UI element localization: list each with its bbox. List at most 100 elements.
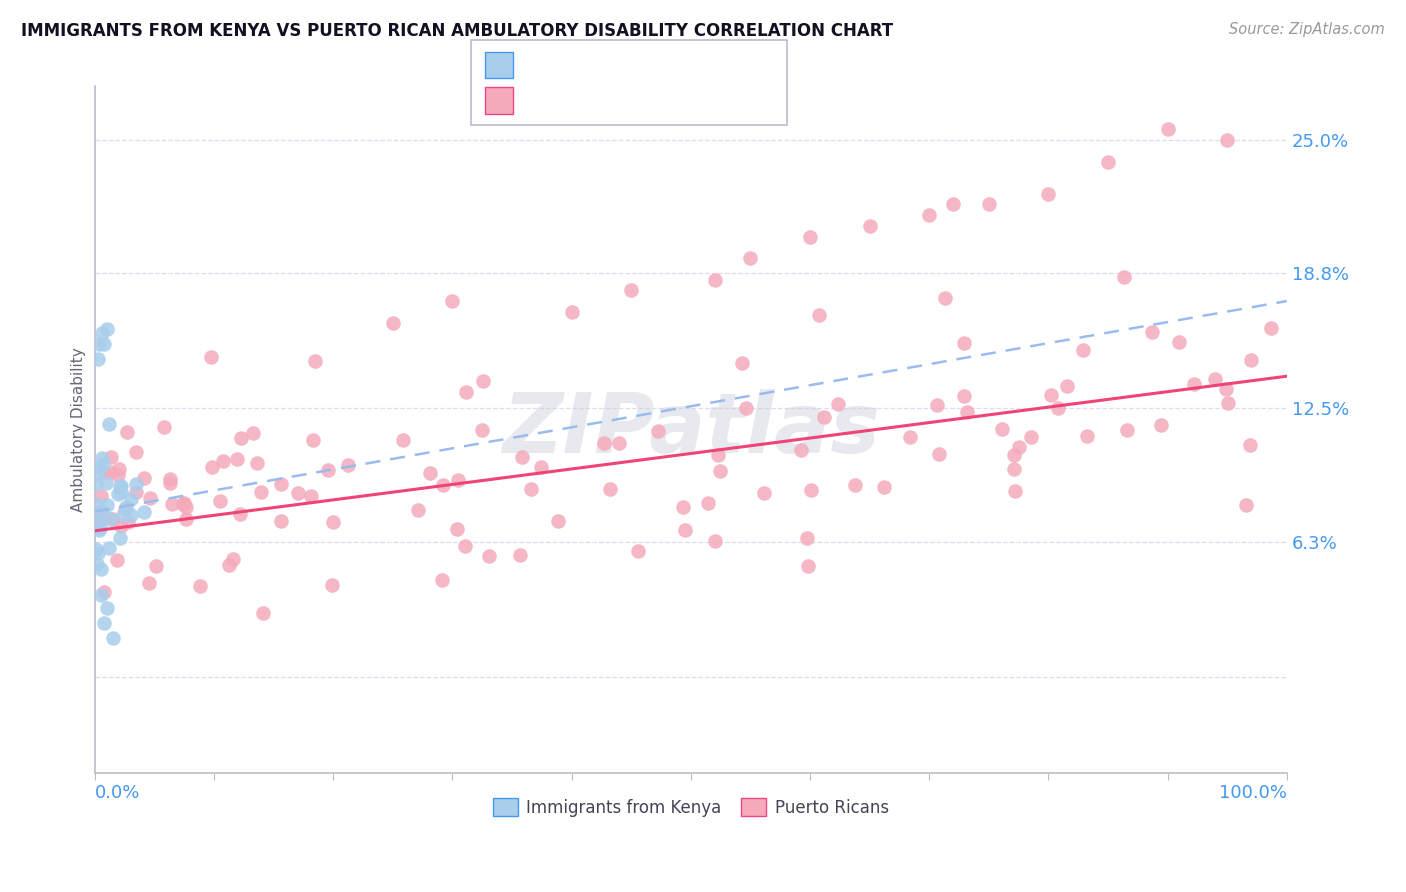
Point [990,422,1012,436]
Point [672,500,695,514]
Point [87,546,110,560]
Point [84,541,107,556]
Point [730,356,752,370]
Point [84,476,107,491]
Point [321,578,343,592]
Point [928,447,950,461]
Point [90,326,112,341]
Point [1004,484,1026,499]
Point [797,559,820,574]
Point [125,477,148,491]
Point [934,291,956,305]
Point [98,541,121,556]
Point [107,486,129,500]
Point [1167,334,1189,349]
Point [509,548,531,562]
Point [956,405,979,419]
Text: 0.672: 0.672 [569,91,631,111]
Point [1239,438,1261,452]
Point [138,576,160,591]
Point [287,486,309,500]
Point [530,460,553,475]
Point [790,442,813,457]
Point [107,467,129,482]
Point [454,539,477,553]
Point [226,452,249,467]
Point [1002,449,1025,463]
Point [134,470,156,484]
Point [252,606,274,620]
Text: N =: N = [633,92,672,110]
Point [927,398,949,412]
Point [94,510,117,524]
Legend: Immigrants from Kenya, Puerto Ricans: Immigrants from Kenya, Puerto Ricans [486,791,896,823]
Point [627,544,650,558]
Point [86,515,108,529]
Point [114,500,136,515]
Point [117,515,139,529]
Point [1204,372,1226,386]
Point [1039,388,1062,402]
Point [844,478,866,492]
Point [620,283,643,297]
Point [270,476,292,491]
Point [218,558,240,572]
Point [432,478,454,492]
Point [446,522,468,536]
Point [752,485,775,500]
Point [188,578,211,592]
Point [84,467,107,481]
Point [87,352,110,367]
Point [93,584,115,599]
Point [200,350,222,364]
Point [1234,498,1257,512]
Point [1182,376,1205,391]
Y-axis label: Ambulatory Disability: Ambulatory Disability [72,348,86,512]
Point [89,523,111,537]
Point [110,531,132,545]
Point [115,425,138,439]
Point [93,616,115,631]
Point [673,523,696,537]
Point [86,558,108,572]
Point [1008,441,1031,455]
Point [1240,352,1263,367]
Text: N =: N = [633,56,672,74]
Point [125,445,148,459]
Point [114,502,136,516]
Point [96,322,118,336]
Point [1071,343,1094,358]
Point [1002,462,1025,476]
Point [419,466,441,480]
Point [858,219,880,233]
Point [105,553,128,567]
Point [800,483,823,497]
Point [89,461,111,475]
Point [392,433,415,447]
Point [799,229,821,244]
Point [1097,154,1119,169]
Point [593,435,616,450]
Point [120,492,142,507]
Point [1260,321,1282,335]
Point [1156,122,1178,136]
Point [108,461,131,475]
Point [1056,378,1078,392]
Point [101,631,124,645]
Point [242,426,264,441]
Point [301,490,323,504]
Point [159,475,181,490]
Text: 0.0%: 0.0% [94,784,141,802]
Point [93,458,115,472]
Point [1076,429,1098,443]
Point [231,431,253,445]
Point [229,507,252,521]
Text: ZIPatlas: ZIPatlas [502,390,880,470]
Point [441,294,464,309]
Point [560,305,582,319]
Point [1216,396,1239,410]
Text: R =: R = [527,92,567,110]
Point [96,499,118,513]
Text: 0.162: 0.162 [569,55,631,75]
Point [162,497,184,511]
